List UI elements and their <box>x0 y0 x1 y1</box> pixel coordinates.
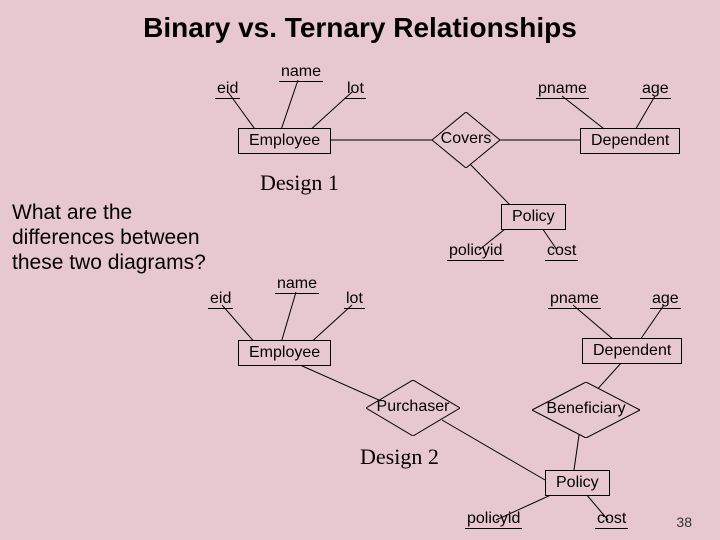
attr-name-1: name <box>279 63 323 82</box>
design2-label: Design 2 <box>360 444 439 470</box>
entity-dependent-1: Dependent <box>580 128 680 154</box>
attr-eid-1: eid <box>215 80 240 99</box>
attr-age-1: age <box>640 80 671 99</box>
diamond-purchaser <box>366 380 460 436</box>
entity-dependent-2: Dependent <box>582 338 682 364</box>
attr-pname-1: pname <box>536 80 589 99</box>
entity-employee-2: Employee <box>238 340 331 366</box>
diamond-covers <box>432 112 500 168</box>
attr-eid-2: eid <box>208 290 233 309</box>
design1-label: Design 1 <box>260 170 339 196</box>
entity-policy-1: Policy <box>501 204 566 230</box>
page-title: Binary vs. Ternary Relationships <box>0 0 720 44</box>
page-number: 38 <box>676 514 692 530</box>
attr-policyid-1: policyid <box>447 242 504 261</box>
attr-name-2: name <box>275 275 319 294</box>
attr-policyid-2: policyid <box>465 510 522 529</box>
attr-age-2: age <box>650 290 681 309</box>
entity-policy-2: Policy <box>545 470 610 496</box>
attr-lot-1: lot <box>345 80 366 99</box>
diamond-beneficiary <box>532 382 640 438</box>
attr-cost-2: cost <box>595 510 628 529</box>
entity-employee-1: Employee <box>238 128 331 154</box>
attr-cost-1: cost <box>545 242 578 261</box>
attr-pname-2: pname <box>548 290 601 309</box>
attr-lot-2: lot <box>344 290 365 309</box>
prompt-text: What are the differences between these t… <box>12 200 212 276</box>
